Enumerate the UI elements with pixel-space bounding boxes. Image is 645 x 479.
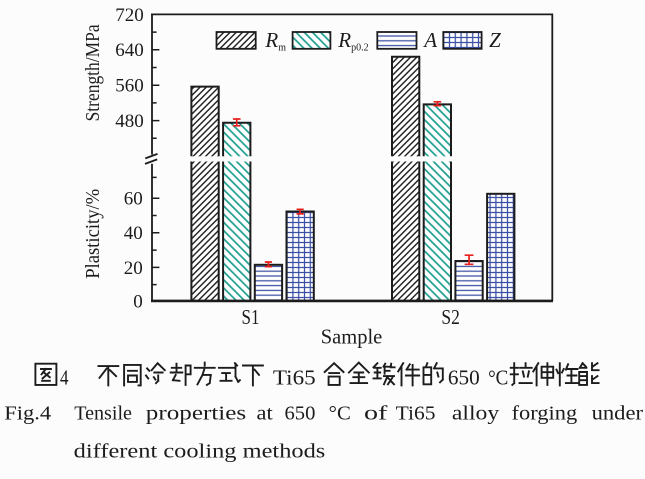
svg-text:Ti65: Ti65 [273,365,316,389]
svg-text:alloy: alloy [452,402,500,424]
svg-text:forging: forging [512,402,578,424]
svg-text:different cooling methods: different cooling methods [74,441,326,463]
svg-text:480: 480 [115,111,144,132]
svg-text:S2: S2 [441,305,460,329]
svg-text:Fig.4: Fig.4 [4,402,51,424]
svg-text:°C: °C [329,402,351,424]
svg-text:60: 60 [124,189,143,210]
svg-text:Z: Z [489,28,501,52]
svg-text:Plasticity/%: Plasticity/% [82,189,104,279]
svg-text:Sample: Sample [321,325,383,349]
svg-text:720: 720 [115,5,144,26]
svg-text:Strength/MPa: Strength/MPa [82,24,104,121]
svg-text:of: of [364,402,388,424]
svg-text:properties: properties [146,402,246,424]
svg-text:20: 20 [124,258,143,279]
svg-text:Ti65: Ti65 [396,402,436,424]
svg-text:650: 650 [448,365,480,389]
svg-text:at: at [257,402,274,424]
svg-text:Tensile: Tensile [74,402,132,424]
svg-text:560: 560 [115,76,144,97]
svg-text:S1: S1 [242,305,260,329]
svg-text:4: 4 [60,365,69,389]
svg-text:A: A [422,28,437,52]
svg-text:under: under [592,402,644,424]
svg-text:650: 650 [285,402,316,424]
svg-text:0: 0 [133,291,143,312]
svg-text:40: 40 [124,223,143,244]
svg-text:640: 640 [115,40,144,61]
svg-text:°C: °C [488,365,508,389]
